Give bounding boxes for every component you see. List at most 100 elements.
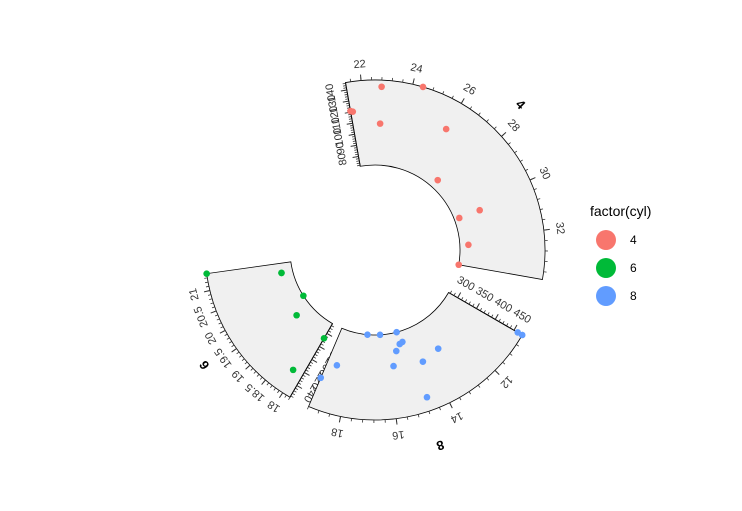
- x-tick-label: 14: [449, 409, 465, 425]
- y-minor-tick: [472, 303, 475, 307]
- x-tick-label: 20.5: [192, 305, 211, 329]
- legend-swatch: [596, 258, 616, 278]
- y-minor-tick: [464, 299, 468, 303]
- y-minor-tick: [353, 147, 358, 149]
- y-minor-tick: [502, 320, 505, 324]
- legend-item: 8: [596, 286, 637, 306]
- y-minor-tick: [351, 136, 356, 138]
- y-minor-tick: [461, 297, 464, 301]
- x-minor-tick: [509, 353, 513, 356]
- sector-label: 6: [196, 358, 212, 372]
- y-minor-tick: [509, 325, 513, 329]
- y-minor-tick: [331, 325, 335, 328]
- y-minor-tick: [487, 312, 490, 316]
- x-minor-tick: [486, 377, 490, 381]
- data-point: [442, 125, 450, 133]
- y-minor-tick: [308, 364, 312, 367]
- x-minor-tick: [468, 391, 472, 395]
- data-point: [203, 270, 210, 277]
- y-major-tick: [350, 144, 357, 147]
- y-minor-tick: [310, 361, 314, 364]
- data-point: [434, 176, 442, 184]
- x-minor-tick: [231, 344, 235, 348]
- y-minor-tick: [350, 127, 354, 129]
- data-point: [376, 331, 384, 339]
- data-point: [320, 335, 328, 342]
- x-major-tick: [529, 177, 536, 181]
- y-minor-tick: [293, 390, 297, 393]
- x-minor-tick: [432, 87, 435, 91]
- x-minor-tick: [256, 374, 260, 377]
- legend-title: factor(cyl): [590, 203, 651, 219]
- y-minor-tick: [348, 118, 352, 120]
- y-minor-tick: [322, 340, 326, 344]
- x-minor-tick: [537, 198, 541, 200]
- y-minor-tick: [355, 153, 359, 156]
- x-tick-label: 28: [505, 117, 522, 134]
- data-point: [455, 261, 463, 269]
- y-minor-tick: [346, 107, 350, 109]
- y-minor-tick: [344, 96, 349, 98]
- x-tick-label: 12: [498, 373, 515, 390]
- x-major-tick: [219, 329, 226, 334]
- x-major-tick: [210, 310, 217, 314]
- y-axis-line: [448, 292, 523, 336]
- x-minor-tick: [533, 188, 537, 191]
- x-minor-tick: [307, 406, 309, 410]
- y-tick-label: 450: [511, 307, 533, 327]
- y-minor-tick: [357, 164, 361, 167]
- x-minor-tick: [525, 168, 529, 171]
- y-minor-tick: [307, 366, 311, 370]
- y-major-tick: [342, 100, 349, 103]
- y-minor-tick: [483, 310, 486, 314]
- y-minor-tick: [453, 292, 456, 296]
- x-tick-label: 24: [409, 61, 424, 75]
- legend-item: 4: [596, 230, 637, 250]
- y-minor-tick: [342, 82, 346, 85]
- y-major-tick: [311, 359, 318, 363]
- data-point: [364, 331, 371, 338]
- x-tick-label: 22: [353, 58, 366, 71]
- y-tick-label: 130: [325, 94, 340, 114]
- data-point: [390, 362, 397, 370]
- y-minor-tick: [345, 98, 349, 100]
- y-minor-tick: [314, 353, 318, 357]
- data-point: [317, 374, 325, 382]
- sector-panel-4: [345, 79, 546, 280]
- y-minor-tick: [350, 129, 354, 131]
- data-point: [456, 214, 463, 222]
- data-point: [434, 345, 442, 352]
- y-minor-tick: [344, 94, 348, 96]
- x-minor-tick: [519, 159, 523, 162]
- y-minor-tick: [329, 327, 333, 331]
- y-minor-tick: [491, 314, 494, 318]
- y-tick-label: 90: [334, 141, 348, 155]
- y-minor-tick: [320, 343, 324, 346]
- x-minor-tick: [442, 91, 445, 95]
- y-minor-tick: [301, 377, 305, 380]
- y-minor-tick: [342, 85, 347, 87]
- x-minor-tick: [451, 95, 454, 99]
- x-major-tick: [501, 132, 507, 137]
- x-minor-tick: [540, 208, 544, 210]
- y-minor-tick: [346, 102, 350, 105]
- data-point: [399, 338, 406, 346]
- y-minor-tick: [498, 318, 501, 322]
- x-minor-tick: [417, 414, 420, 418]
- x-tick-label: 19: [230, 367, 247, 384]
- x-minor-tick: [328, 413, 331, 417]
- x-minor-tick: [205, 281, 209, 284]
- x-major-tick: [543, 228, 550, 231]
- x-minor-tick: [207, 294, 212, 296]
- legend-items: 4 6 8: [596, 230, 637, 306]
- x-major-tick: [449, 402, 453, 409]
- y-major-tick: [326, 332, 333, 337]
- x-major-tick: [494, 370, 500, 376]
- x-minor-tick: [211, 306, 215, 309]
- y-minor-tick: [351, 131, 355, 133]
- x-minor-tick: [406, 416, 409, 420]
- legend-swatch: [596, 230, 616, 250]
- y-minor-tick: [468, 301, 471, 305]
